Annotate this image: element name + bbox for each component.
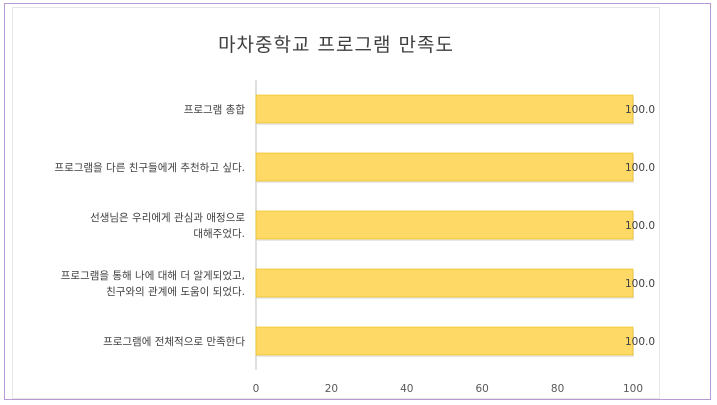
data-label: 100.0: [625, 336, 655, 348]
x-tick-label: 0: [253, 383, 260, 395]
category-label: 선생님은 우리에게 관심과 애정으로: [90, 212, 245, 224]
x-tick-label: 60: [476, 383, 489, 395]
bar: [255, 152, 634, 182]
category-label: 친구와의 관계에 도움이 되었다.: [106, 286, 245, 298]
category-label: 대해주었다.: [193, 227, 245, 240]
x-tick-label: 40: [400, 383, 413, 395]
bar: [255, 94, 634, 124]
category-label: 프로그램에 전체적으로 만족한다: [103, 336, 245, 348]
bar: [255, 210, 634, 240]
data-label: 100.0: [625, 220, 655, 232]
data-label: 100.0: [625, 278, 655, 290]
x-tick-label: 100: [623, 383, 643, 395]
category-label: 프로그램을 통해 나에 대해 더 알게되었고,: [61, 269, 245, 282]
bar: [255, 326, 634, 356]
bar: [255, 268, 634, 298]
data-label: 100.0: [625, 162, 655, 174]
data-label: 100.0: [625, 104, 655, 116]
category-label: 프로그램을 다른 친구들에게 추천하고 싶다.: [54, 161, 245, 174]
x-tick-label: 20: [325, 383, 338, 395]
category-label: 프로그램 총합: [184, 104, 246, 116]
chart-title: 마차중학교 프로그램 만족도: [218, 34, 454, 56]
x-tick-label: 80: [551, 383, 564, 395]
